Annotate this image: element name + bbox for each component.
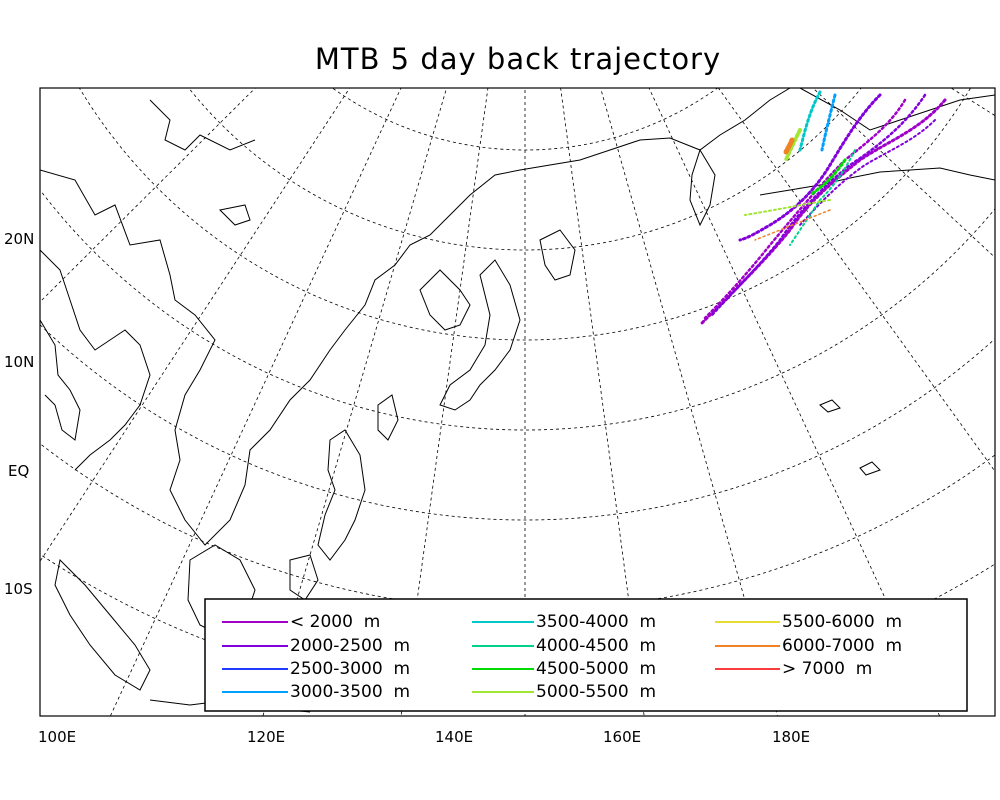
lat-label: 10N [4,353,34,371]
lon-label: 160E [603,728,641,746]
legend-label: 5500-6000 m [782,612,902,632]
legend-label: 4500-5000 m [536,659,656,679]
lon-label: 120E [247,728,285,746]
legend-label: < 2000 m [290,612,380,632]
legend-label: 4000-4500 m [536,636,656,656]
legend-label: 5000-5500 m [536,682,656,702]
legend-box [204,598,968,712]
lat-label: 10S [4,580,33,598]
coastlines [40,88,995,713]
trajectory-bundle [698,90,947,327]
map-frame [39,87,996,717]
legend-label: 2500-3000 m [290,659,410,679]
legend-label: 3500-4000 m [536,612,656,632]
lat-label: EQ [8,462,29,480]
lat-label: 20N [4,230,34,248]
legend-label: 3000-3500 m [290,682,410,702]
legend-label: > 7000 m [782,659,872,679]
graticule-latitudes [40,88,995,701]
legend-label: 2000-2500 m [290,636,410,656]
lon-label: 140E [435,728,473,746]
legend: < 2000 m 2000-2500 m 2500-3000 m 3000-3500 … [204,598,968,712]
chart-title: MTB 5 day back trajectory [314,42,722,76]
lat-labels: 20N 10N EQ 10S [4,230,34,598]
lon-labels: 100E 120E 140E 160E 180E [38,728,810,746]
legend-label: 6000-7000 m [782,636,902,656]
lon-label: 180E [772,728,810,746]
lon-label: 100E [38,728,76,746]
